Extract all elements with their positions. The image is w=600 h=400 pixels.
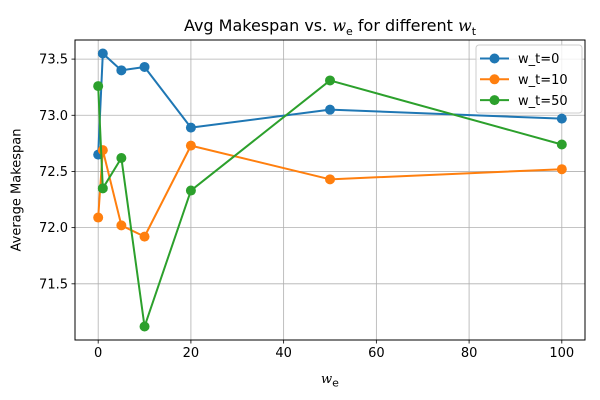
x-tick-label: 40 xyxy=(275,346,292,361)
data-series xyxy=(93,48,567,332)
chart-title-var-we: w xyxy=(332,16,347,35)
x-tick-label: 100 xyxy=(549,346,574,361)
legend-marker-w_t=50 xyxy=(489,95,500,106)
data-point-w_t=0 xyxy=(97,48,108,59)
data-point-w_t=10 xyxy=(93,212,104,223)
x-tick-label: 60 xyxy=(368,346,385,361)
data-point-w_t=0 xyxy=(116,65,127,76)
data-point-w_t=50 xyxy=(185,185,196,196)
chart-title-sub-e: e xyxy=(346,25,353,39)
legend-marker-w_t=0 xyxy=(489,53,500,64)
axis-ticks: 0 20 40 60 80 100 71.5 72.0 72.5 73.0 73.5 xyxy=(39,53,574,361)
x-tick-label: 20 xyxy=(183,346,200,361)
data-point-w_t=10 xyxy=(556,164,567,175)
data-point-w_t=0 xyxy=(556,113,567,124)
x-tick-label: 0 xyxy=(94,346,102,361)
legend-label-w_t=0: w_t=0 xyxy=(518,52,559,67)
legend: w_t=0 w_t=10 w_t=50 xyxy=(475,44,583,114)
data-point-w_t=0 xyxy=(139,61,150,72)
data-point-w_t=0 xyxy=(325,104,335,115)
data-point-w_t=10 xyxy=(116,220,127,231)
chart-title: Avg Makespan vs. we for different wt xyxy=(184,16,476,38)
x-tick-label: 80 xyxy=(461,346,478,361)
data-point-w_t=50 xyxy=(325,75,335,86)
data-point-w_t=50 xyxy=(97,183,108,194)
data-point-w_t=10 xyxy=(325,174,335,185)
y-tick-label: 73.5 xyxy=(39,53,68,68)
chart-title-var-wt: w xyxy=(458,16,472,35)
y-tick-label: 72.0 xyxy=(39,221,68,236)
y-tick-label: 71.5 xyxy=(39,277,68,292)
legend-label-w_t=10: w_t=10 xyxy=(518,73,568,88)
axes-frame xyxy=(74,39,586,341)
data-point-w_t=50 xyxy=(139,321,150,332)
series-line-w_t=10 xyxy=(97,144,563,238)
chart-title-sub-t: t xyxy=(471,25,477,39)
data-point-w_t=50 xyxy=(556,139,567,150)
series-line-w_t=50 xyxy=(97,79,563,328)
data-point-w_t=0 xyxy=(185,122,196,133)
data-point-w_t=10 xyxy=(139,231,150,242)
axes-spines xyxy=(74,39,586,341)
legend-marker-w_t=10 xyxy=(489,74,500,85)
legend-box xyxy=(475,44,583,114)
x-axis-label-var: w xyxy=(321,372,333,387)
y-axis-label: Average Makespan xyxy=(9,128,25,252)
y-tick-label: 73.0 xyxy=(39,109,68,124)
x-axis-label: we xyxy=(321,372,339,390)
chart-title-middle: for different xyxy=(352,16,459,35)
data-point-w_t=10 xyxy=(185,140,196,151)
data-point-w_t=10 xyxy=(97,145,108,156)
chart-title-prefix: Avg Makespan vs. xyxy=(183,16,333,35)
y-tick-label: 72.5 xyxy=(39,165,68,180)
legend-label-w_t=50: w_t=50 xyxy=(518,94,568,109)
data-point-w_t=50 xyxy=(116,152,127,163)
data-point-w_t=50 xyxy=(93,81,104,92)
x-axis-label-sub: e xyxy=(332,376,339,390)
